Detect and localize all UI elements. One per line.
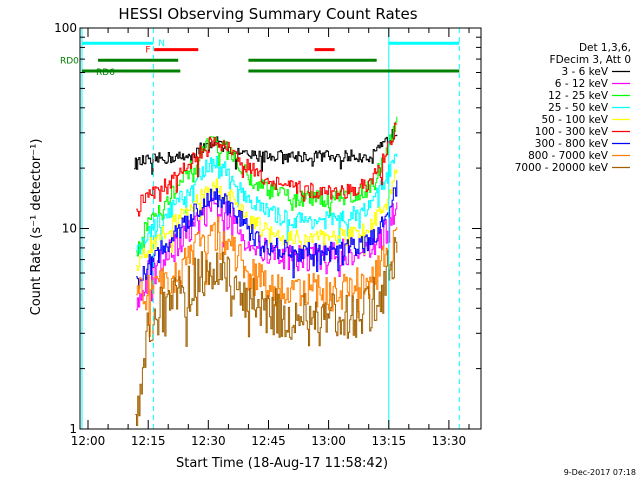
series-line-6 bbox=[136, 180, 398, 289]
plot-frame bbox=[79, 27, 482, 430]
footer-timestamp: 9-Dec-2017 07:18 bbox=[564, 468, 636, 477]
series-line-2 bbox=[136, 116, 398, 257]
x-tick-label-1: 12:15 bbox=[131, 434, 166, 448]
chart-title: HESSI Observing Summary Count Rates bbox=[118, 5, 417, 23]
series-line-3 bbox=[136, 153, 398, 255]
legend-label-4: 50 - 100 keV bbox=[541, 114, 608, 126]
series-line-8 bbox=[135, 237, 398, 426]
series-line-4 bbox=[136, 169, 398, 271]
legend-label-8: 7000 - 20000 keV bbox=[515, 162, 609, 174]
flag-label-0: N bbox=[158, 39, 165, 49]
y-axis-label: Count Rate (s⁻¹ detector⁻¹) bbox=[29, 139, 44, 316]
x-tick-label-0: 12:00 bbox=[71, 434, 106, 448]
series-line-5 bbox=[136, 122, 398, 217]
flag-label-2: RD0 bbox=[60, 56, 79, 66]
flag-label-3: RD6 bbox=[96, 68, 115, 78]
plot-area: NF RD0 RD6 100 10 112:00 12:15 12:30 12:45 13:00 1… bbox=[54, 21, 482, 448]
x-tick-label-2: 12:30 bbox=[191, 434, 226, 448]
legend-label-2: 12 - 25 keV bbox=[548, 90, 609, 102]
legend-label-5: 100 - 300 keV bbox=[535, 126, 609, 138]
legend-label-0: 3 - 6 keV bbox=[561, 66, 608, 78]
x-tick-label-3: 12:45 bbox=[251, 434, 286, 448]
x-tick-label-5: 13:15 bbox=[372, 434, 407, 448]
x-tick-label-6: 13:30 bbox=[432, 434, 467, 448]
flag-label-1: F bbox=[145, 46, 150, 56]
legend-header-1: FDecim 3, Att 0 bbox=[550, 54, 631, 66]
y-tick-label-0: 100 bbox=[54, 21, 77, 35]
legend-label-1: 6 - 12 keV bbox=[555, 78, 609, 90]
y-tick-label-1: 10 bbox=[62, 222, 77, 236]
legend-label-3: 25 - 50 keV bbox=[548, 102, 609, 114]
x-tick-label-4: 13:00 bbox=[311, 434, 346, 448]
legend-label-7: 800 - 7000 keV bbox=[528, 150, 609, 162]
y-tick-label-2: 1 bbox=[69, 422, 77, 436]
series-line-0 bbox=[134, 129, 398, 175]
x-axis-label: Start Time (18-Aug-17 11:58:42) bbox=[176, 456, 388, 471]
legend-header-0: Det 1,3,6, bbox=[579, 42, 631, 54]
legend-label-6: 300 - 800 keV bbox=[535, 138, 609, 150]
